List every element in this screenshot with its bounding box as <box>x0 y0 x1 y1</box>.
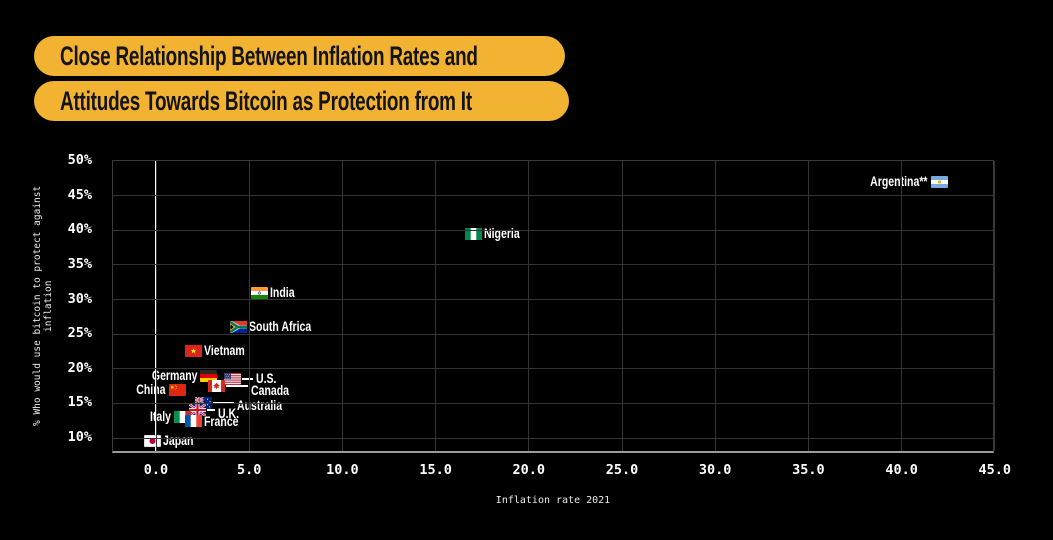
x-tick-10.0: 10.0 <box>326 462 359 478</box>
y-gridline-20% <box>113 368 993 370</box>
point-label: Argentina** <box>870 173 928 189</box>
x-gridline-10.0 <box>341 161 343 451</box>
y-gridline-30% <box>113 299 993 300</box>
title-line-1-text: Close Relationship Between Inflation Rat… <box>60 40 478 71</box>
y-tick-25%: 25% <box>67 325 92 342</box>
point-label: Australia <box>236 398 282 414</box>
y-gridline-45% <box>113 195 993 197</box>
x-gridline-40.0 <box>901 161 903 451</box>
leader-line <box>225 385 248 388</box>
x-tick-0.0: 0.0 <box>143 462 169 478</box>
x-tick-45.0: 45.0 <box>978 462 1012 478</box>
y-tick-40%: 40% <box>67 221 92 238</box>
x-gridline-5.0 <box>248 161 250 451</box>
x-tick-5.0: 5.0 <box>236 462 262 478</box>
canada-flag-icon <box>207 380 225 393</box>
point-label: India <box>269 284 295 300</box>
plot-area: Argentina** Nigeria India <box>112 160 996 453</box>
x-gridline-45.0 <box>994 161 996 451</box>
y-tick-30%: 30% <box>67 290 92 307</box>
point-label: France <box>204 413 239 429</box>
y-tick-20%: 20% <box>67 359 92 376</box>
uk-flag-icon <box>189 404 206 417</box>
point-label: U.S. <box>256 371 277 387</box>
point-label: Nigeria <box>483 225 520 241</box>
y-tick-50%: 50% <box>67 152 92 168</box>
x-tick-35.0: 35.0 <box>792 462 825 478</box>
title-line-2-text: Attitudes Towards Bitcoin as Protection … <box>60 85 472 116</box>
leader-line <box>207 409 215 412</box>
x-tick-20.0: 20.0 <box>512 462 546 478</box>
x-axis-title: Inflation rate 2021 <box>495 495 611 506</box>
x-gridline-30.0 <box>714 161 716 451</box>
point-label: China <box>136 381 166 397</box>
point-label: Vietnam <box>204 343 246 359</box>
vietnam-flag-icon <box>185 345 203 358</box>
point-label: U.K. <box>218 406 240 422</box>
y-tick-15%: 15% <box>67 394 92 411</box>
point-label: Italy <box>150 409 172 425</box>
y-tick-10%: 10% <box>67 429 92 445</box>
germany-flag-icon <box>200 369 218 382</box>
x-gridline-15.0 <box>435 161 437 451</box>
y-gridline-35% <box>113 264 993 266</box>
india-flag-icon <box>250 286 268 299</box>
china-flag-icon <box>168 383 186 396</box>
x-tick-25.0: 25.0 <box>605 462 639 478</box>
y-tick-45%: 45% <box>67 186 92 203</box>
leader-line <box>242 378 254 381</box>
argentina-flag-icon <box>930 175 948 188</box>
y-gridline-15% <box>113 402 993 404</box>
y-gridline-25% <box>113 333 993 335</box>
title-line-2: Attitudes Towards Bitcoin as Protection … <box>34 81 569 121</box>
point-label: Japan <box>163 433 194 449</box>
south-africa-flag-icon <box>230 321 248 334</box>
x-gridline-20.0 <box>528 161 530 451</box>
x-tick-40.0: 40.0 <box>885 462 918 478</box>
x-gridline-35.0 <box>807 161 809 451</box>
point-label: South Africa <box>249 319 312 335</box>
france-flag-icon <box>185 414 203 427</box>
point-label: Germany <box>151 367 198 383</box>
y-gridline-10% <box>113 437 993 439</box>
x-gridline-0.0 <box>155 161 157 451</box>
point-label: Canada <box>250 383 289 399</box>
x-tick-30.0: 30.0 <box>698 462 732 478</box>
x-tick-15.0: 15.0 <box>419 462 452 478</box>
us-flag-icon <box>224 373 242 386</box>
y-tick-35%: 35% <box>67 255 92 272</box>
title-line-1: Close Relationship Between Inflation Rat… <box>34 36 565 76</box>
y-gridline-40% <box>113 229 993 231</box>
x-gridline-25.0 <box>621 161 623 451</box>
